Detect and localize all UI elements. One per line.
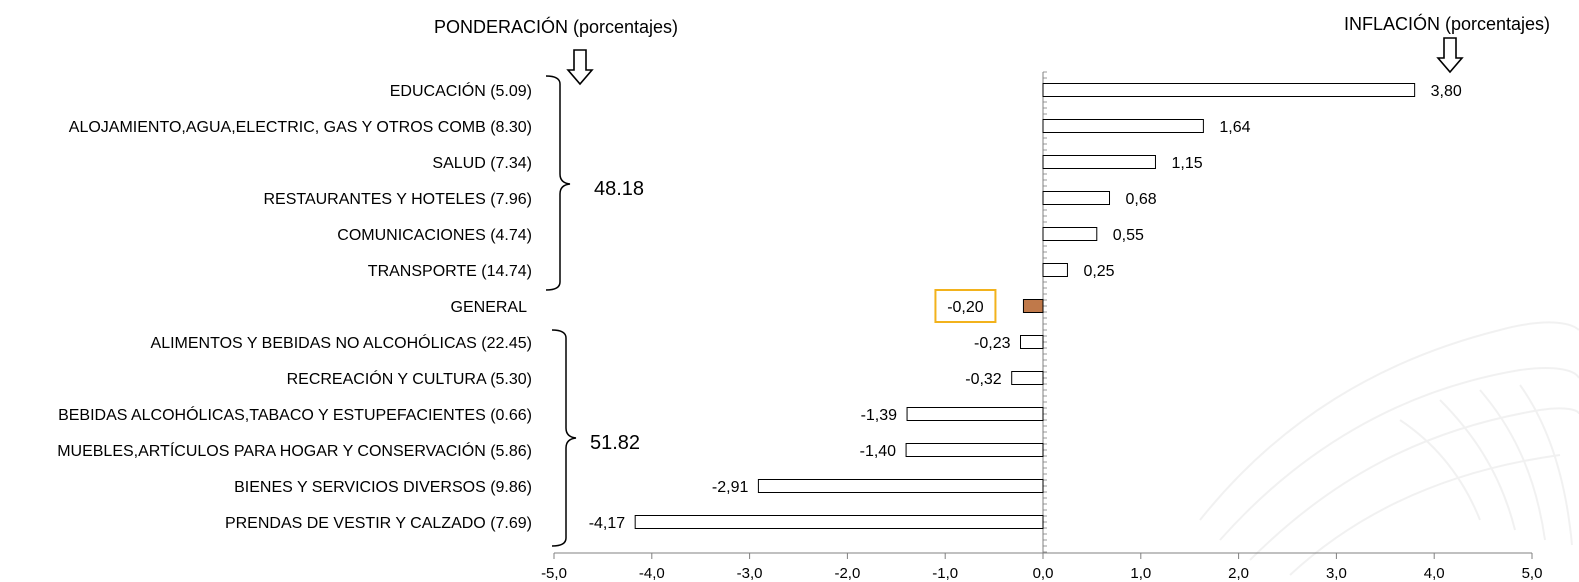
category-label: PRENDAS DE VESTIR Y CALZADO (7.69) [225, 515, 532, 532]
x-tick-label: 4,0 [1424, 565, 1445, 582]
value-label: -0,23 [974, 335, 1011, 352]
bar-highlight [1022, 299, 1044, 313]
left-title: PONDERACIÓN (porcentajes) [434, 16, 678, 37]
bar [1042, 83, 1416, 97]
value-label: 0,25 [1083, 263, 1114, 280]
bar [1042, 119, 1204, 133]
bar [1011, 371, 1044, 385]
x-axis: -5,0 -4,0 -3,0 -2,0 -1,0 0,0 1,0 2,0 3,0 4,0 5,0 [541, 71, 1543, 582]
category-label: GENERAL [451, 299, 528, 316]
bar [1020, 335, 1044, 349]
bar [757, 479, 1044, 493]
x-tick-label: 5,0 [1522, 565, 1543, 582]
down-arrow-icon [566, 49, 594, 86]
category-labels: EDUCACIÓN (5.09) ALOJAMIENTO,AGUA,ELECTRI… [57, 81, 532, 532]
value-label: 3,80 [1431, 83, 1462, 100]
category-label: ALOJAMIENTO,AGUA,ELECTRIC, GAS Y OTROS C… [69, 119, 532, 136]
value-labels: 3,80 1,64 1,15 0,68 0,55 0,25 -0,20 -0,23 -0,32 -… [589, 83, 1462, 532]
value-label: -1,40 [860, 443, 897, 460]
highlight-box [934, 289, 997, 323]
bar [634, 515, 1044, 529]
value-label: 1,15 [1171, 155, 1202, 172]
category-label: ALIMENTOS Y BEBIDAS NO ALCOHÓLICAS (22.4… [151, 333, 532, 352]
category-label: SALUD (7.34) [432, 155, 532, 172]
bar [1042, 155, 1156, 169]
category-label: BIENES Y SERVICIOS DIVERSOS (9.86) [234, 479, 532, 496]
category-label: RECREACIÓN Y CULTURA (5.30) [287, 369, 532, 388]
x-tick-label: 1,0 [1130, 565, 1151, 582]
category-label: RESTAURANTES Y HOTELES (7.96) [263, 191, 532, 208]
x-tick-label: -3,0 [737, 565, 763, 582]
value-label: -0,20 [947, 299, 984, 316]
group-total-upper: 48.18 [594, 178, 644, 200]
group-brace-upper [545, 75, 571, 291]
watermark-emblem [1199, 321, 1579, 576]
bar [905, 443, 1044, 457]
x-tick-label: 0,0 [1033, 565, 1054, 582]
x-tick-label: -4,0 [639, 565, 665, 582]
category-label: MUEBLES,ARTÍCULOS PARA HOGAR Y CONSERVAC… [57, 441, 532, 460]
x-tick-label: -2,0 [834, 565, 860, 582]
value-label: -0,32 [965, 371, 1002, 388]
x-tick-label: 3,0 [1326, 565, 1347, 582]
category-label: TRANSPORTE (14.74) [368, 263, 532, 280]
value-label: 1,64 [1219, 119, 1250, 136]
bars [634, 83, 1416, 529]
value-label: 0,55 [1113, 227, 1144, 244]
x-tick-label: -1,0 [932, 565, 958, 582]
value-label: 0,68 [1126, 191, 1157, 208]
category-label: EDUCACIÓN (5.09) [390, 81, 532, 100]
group-total-lower: 51.82 [590, 432, 640, 454]
right-title: INFLACIÓN (porcentajes) [1344, 13, 1550, 34]
value-label: -2,91 [712, 479, 749, 496]
bar [1042, 227, 1098, 241]
bar [906, 407, 1044, 421]
x-tick-label: -5,0 [541, 565, 567, 582]
category-label: BEBIDAS ALCOHÓLICAS,TABACO Y ESTUPEFACIE… [58, 405, 532, 424]
down-arrow-icon [1436, 37, 1464, 74]
x-tick-label: 2,0 [1228, 565, 1249, 582]
bar [1042, 191, 1111, 205]
value-label: -1,39 [861, 407, 898, 424]
value-label: -4,17 [589, 515, 626, 532]
group-brace-lower [551, 329, 577, 547]
category-label: COMUNICACIONES (4.74) [337, 227, 532, 244]
bar [1042, 263, 1068, 277]
